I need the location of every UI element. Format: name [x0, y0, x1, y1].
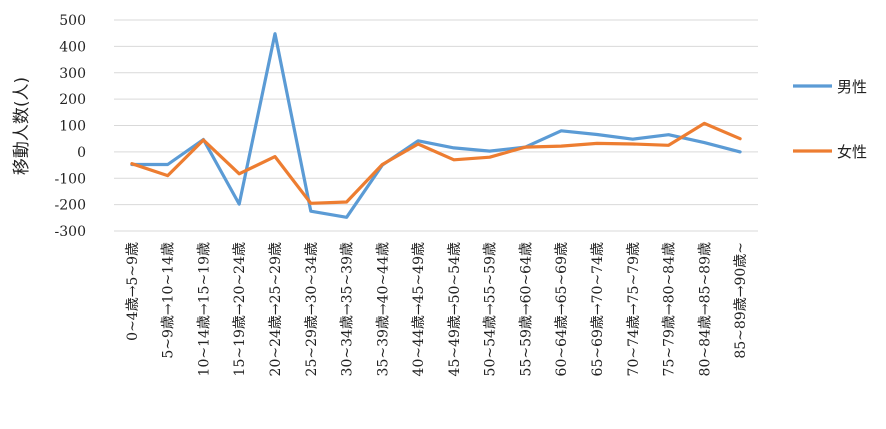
- y-tick-label: 300: [59, 66, 86, 82]
- y-tick-label: 200: [59, 92, 86, 108]
- x-tick-label: 45~49歳→50~54歳: [447, 242, 463, 376]
- y-tick-label: 500: [59, 13, 86, 29]
- x-tick-label: 20~24歳→25~29歳: [268, 242, 284, 376]
- x-tick-label: 15~19歳→20~24歳: [232, 242, 248, 376]
- x-tick-label: 50~54歳→55~59歳: [483, 242, 499, 376]
- x-tick-label: 5~9歳→10~14歳: [161, 242, 177, 359]
- y-axis-label: 移動人数(人): [12, 77, 32, 175]
- series-line-1: [130, 32, 742, 219]
- legend-label: 男性: [837, 78, 867, 96]
- x-tick-label: 85~89歳→90歳~: [733, 242, 749, 359]
- gridlines: [114, 19, 758, 232]
- y-tick-label: 0: [77, 145, 86, 161]
- y-tick-label: -100: [55, 171, 86, 187]
- x-axis-tick-labels: 0~4歳→5~9歳 5~9歳→10~14歳 10~14歳→15~19歳 15~19歳→…: [125, 242, 749, 376]
- series-lines: [130, 32, 742, 219]
- x-tick-label: 70~74歳→75~79歳: [626, 242, 642, 376]
- y-axis-tick-labels: 500 400 300 200 100 0 -100 -200 -300: [55, 13, 86, 240]
- x-tick-label: 55~59歳→60~64歳: [518, 242, 534, 376]
- y-tick-label: -200: [55, 198, 86, 214]
- x-tick-label: 30~34歳→35~39歳: [340, 242, 356, 376]
- series-line-2: [130, 121, 742, 205]
- x-tick-label: 10~14歳→15~19歳: [196, 242, 212, 376]
- x-tick-label: 0~4歳→5~9歳: [125, 242, 141, 341]
- x-tick-label: 35~39歳→40~44歳: [375, 242, 391, 376]
- x-tick-label: 25~29歳→30~34歳: [304, 242, 320, 376]
- x-tick-label: 80~84歳→85~89歳: [697, 242, 713, 376]
- y-tick-label: -300: [55, 224, 86, 240]
- x-tick-label: 75~79歳→80~84歳: [662, 242, 678, 376]
- x-tick-label: 65~69歳→70~74歳: [590, 242, 606, 376]
- y-tick-label: 100: [59, 119, 86, 135]
- legend-label: 女性: [837, 143, 867, 161]
- x-tick-label: 60~64歳→65~69歳: [554, 242, 570, 376]
- x-tick-label: 40~44歳→45~49歳: [411, 242, 427, 376]
- y-tick-label: 400: [59, 39, 86, 55]
